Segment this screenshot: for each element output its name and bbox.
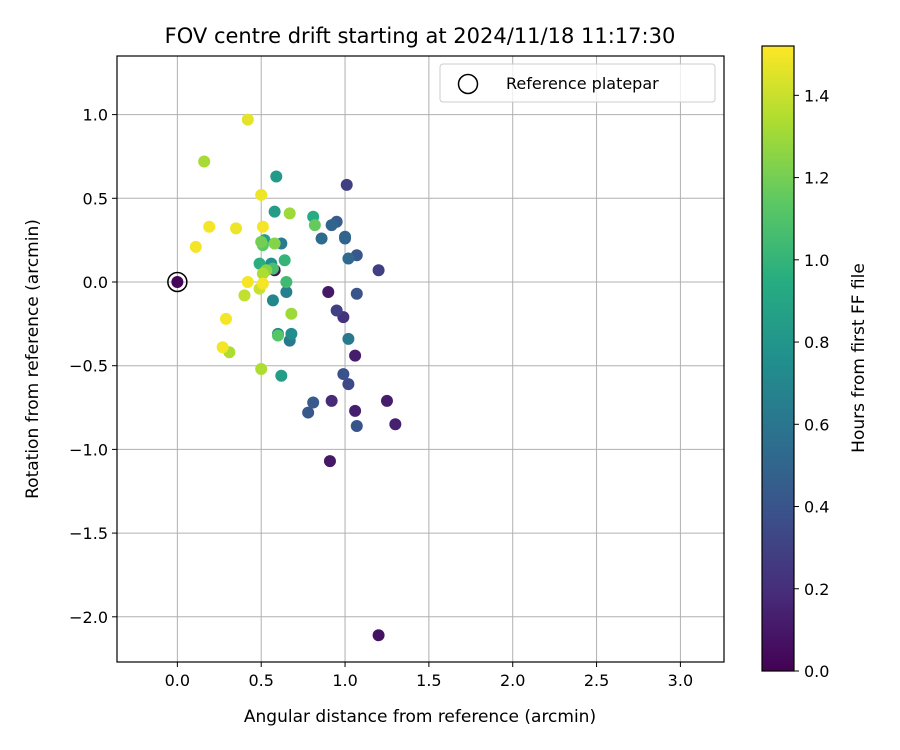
colorbar-tick-label: 1.0	[804, 251, 829, 270]
scatter-point	[256, 277, 269, 290]
scatter-point	[271, 329, 284, 342]
scatter-point	[266, 294, 279, 307]
x-axis-ticks: 0.0 0.5 1.0 1.5 2.0 2.5 3.0	[165, 662, 693, 690]
scatter-point	[285, 307, 298, 320]
scatter-point	[241, 113, 254, 126]
colorbar-tick-label: 0.6	[804, 415, 829, 434]
y-tick-label: 0.0	[83, 273, 108, 292]
y-tick-label: −1.0	[69, 440, 108, 459]
x-tick-label: 0.5	[248, 671, 273, 690]
scatter-point	[350, 287, 363, 300]
scatter-point	[283, 207, 296, 220]
scatter-point	[380, 394, 393, 407]
colorbar-label: Hours from first FF file	[849, 263, 869, 453]
scatter-point	[325, 394, 338, 407]
colorbar-tick-label: 1.4	[804, 86, 829, 105]
scatter-point	[349, 404, 362, 417]
scatter-point	[389, 418, 402, 431]
scatter-point	[256, 267, 269, 280]
scatter-point	[255, 363, 268, 376]
colorbar-tick-label: 0.2	[804, 580, 829, 599]
x-tick-label: 1.0	[332, 671, 357, 690]
scatter-point	[302, 406, 315, 419]
scatter-point	[198, 155, 211, 168]
legend: Reference platepar	[439, 63, 716, 103]
scatter-point	[268, 205, 281, 218]
scatter-point	[171, 275, 184, 288]
scatter-point	[372, 264, 385, 277]
colorbar-gradient	[761, 45, 795, 672]
grid-lines	[117, 56, 724, 662]
scatter-point	[330, 304, 343, 317]
scatter-point	[230, 222, 243, 235]
legend-entry-reference-platepar: Reference platepar	[506, 74, 659, 93]
y-axis-label: Rotation from reference (arcmin)	[23, 219, 43, 499]
scatter-point	[325, 219, 338, 232]
scatter-point	[268, 237, 281, 250]
legend-box	[439, 63, 716, 103]
scatter-point	[280, 275, 293, 288]
scatter-point	[337, 368, 350, 381]
scatter-point	[203, 220, 216, 233]
x-tick-label: 0.0	[165, 671, 190, 690]
scatter-point	[270, 170, 283, 183]
colorbar-tick-label: 0.0	[804, 662, 829, 681]
scatter-point	[219, 312, 232, 325]
scatter-point	[255, 188, 268, 201]
chart-title: FOV centre drift starting at 2024/11/18 …	[165, 24, 676, 48]
scatter-point	[280, 286, 293, 299]
scatter-point	[255, 235, 268, 248]
scatter-point	[241, 275, 254, 288]
y-tick-label: 0.5	[83, 189, 108, 208]
x-tick-label: 1.5	[416, 671, 441, 690]
scatter-point	[256, 220, 269, 233]
plot-area-frame	[116, 55, 725, 663]
scatter-point	[372, 629, 385, 642]
scatter-point	[285, 327, 298, 340]
colorbar-ticks: 0.0 0.2 0.4 0.6 0.8 1.0 1.2 1.4	[794, 86, 829, 681]
scatter-point	[350, 419, 363, 432]
scatter-point	[308, 219, 321, 232]
x-tick-label: 2.5	[584, 671, 609, 690]
scatter-point	[342, 332, 355, 345]
scatter-point	[322, 286, 335, 299]
y-tick-label: −2.0	[69, 608, 108, 627]
scatter-point	[275, 369, 288, 382]
scatter-point	[238, 289, 251, 302]
y-tick-label: −1.5	[69, 524, 108, 543]
y-tick-label: −0.5	[69, 357, 108, 376]
scatter-point	[342, 252, 355, 265]
x-tick-label: 3.0	[668, 671, 693, 690]
legend-reference-marker	[457, 73, 479, 95]
colorbar-tick-label: 0.4	[804, 498, 829, 517]
scatter-points	[167, 113, 402, 642]
colorbar-tick-label: 1.2	[804, 169, 829, 188]
scatter-point	[216, 341, 229, 354]
scatter-point	[307, 396, 320, 409]
scatter-point	[340, 178, 353, 191]
x-tick-label: 2.0	[500, 671, 525, 690]
colorbar: 0.0 0.2 0.4 0.6 0.8 1.0 1.2 1.4 Hours from firs…	[761, 45, 869, 681]
scatter-point	[323, 455, 336, 468]
reference-platepar-marker	[167, 271, 188, 293]
scatter-point	[315, 232, 328, 245]
y-tick-label: 1.0	[83, 106, 108, 125]
y-axis-ticks: −2.0 −1.5 −1.0 −0.5 0.0 0.5 1.0	[69, 106, 117, 627]
scatter-point	[278, 254, 291, 267]
colorbar-tick-label: 0.8	[804, 333, 829, 352]
scatter-point	[189, 240, 202, 253]
scatter-point	[349, 349, 362, 362]
x-axis-label: Angular distance from reference (arcmin)	[244, 707, 596, 727]
scatter-point	[339, 232, 352, 245]
scatter-point	[342, 378, 355, 391]
